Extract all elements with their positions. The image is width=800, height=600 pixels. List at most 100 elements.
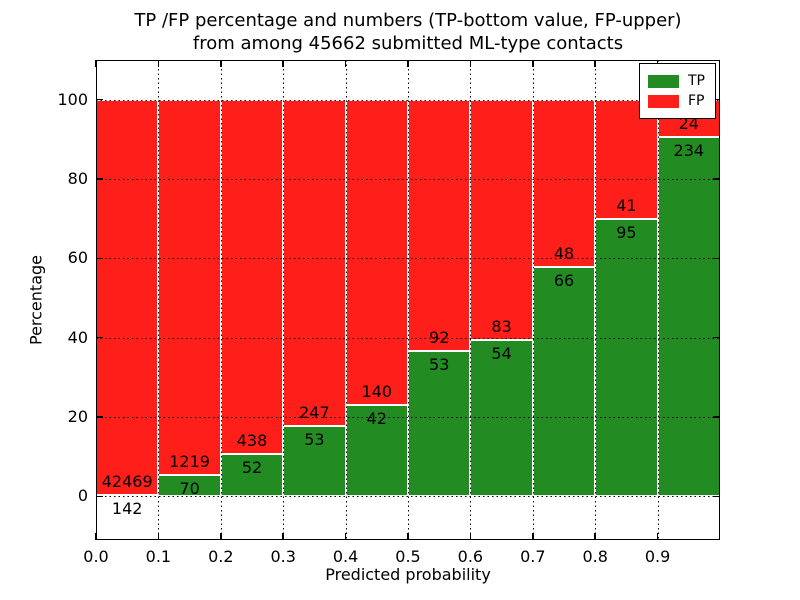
x-tick-label: 0.5	[395, 547, 421, 566]
x-tick-label: 0.0	[83, 547, 109, 566]
gridline-h	[96, 258, 720, 260]
chart-title: TP /FP percentage and numbers (TP-bottom…	[134, 10, 682, 55]
tp-count-label: 42	[366, 408, 387, 428]
bar-segment-fp	[283, 99, 346, 427]
x-tick-label: 0.4	[332, 547, 359, 566]
tp-count-label: 70	[179, 478, 200, 498]
gridline-v	[408, 60, 409, 540]
x-tick-mark	[594, 60, 596, 67]
legend-swatch-tp	[648, 74, 679, 88]
x-tick-mark	[220, 60, 222, 67]
gridline-v	[470, 60, 472, 540]
y-tick-label: 60	[67, 248, 88, 268]
tp-count-label: 53	[429, 355, 450, 375]
x-tick-mark	[469, 533, 472, 540]
y-tick-mark	[96, 336, 103, 339]
legend: TP FP	[639, 63, 716, 119]
tp-count-label: 234	[673, 140, 705, 160]
bar-segment-fp	[408, 99, 471, 352]
fp-count-label: 1219	[169, 451, 210, 471]
x-tick-mark	[95, 533, 97, 540]
x-tick-mark	[157, 60, 160, 67]
x-tick-mark	[469, 60, 472, 67]
x-tick-mark	[157, 533, 160, 540]
x-tick-label: 0.2	[208, 547, 234, 566]
y-tick-label: 80	[67, 169, 88, 188]
y-tick-mark	[713, 178, 720, 180]
x-tick-mark	[282, 533, 284, 540]
x-tick-label: 0.6	[457, 547, 484, 566]
gridline-v	[158, 60, 160, 540]
gridline-h	[96, 417, 720, 419]
bar-segment-fp	[96, 99, 159, 496]
bar-segment-fp	[158, 99, 221, 475]
fp-count-label: 92	[429, 328, 450, 348]
fp-count-label: 83	[491, 317, 512, 336]
fp-count-label: 247	[299, 403, 330, 423]
bar-segment-tp	[532, 266, 596, 497]
y-axis-label: Percentage	[26, 254, 46, 346]
y-tick-mark	[96, 98, 103, 101]
y-tick-mark	[713, 495, 720, 498]
gridline-h	[96, 337, 720, 339]
bar-segment-tp	[220, 454, 284, 497]
tp-count-label: 54	[491, 344, 512, 363]
y-tick-label: 40	[67, 327, 88, 347]
bar-segment-fp	[532, 99, 596, 267]
bar-segment-tp	[470, 340, 533, 497]
x-tick-mark	[656, 533, 659, 540]
y-tick-mark	[713, 257, 720, 260]
x-tick-mark	[407, 533, 409, 540]
x-tick-label: 0.9	[644, 547, 671, 566]
gridline-v	[283, 60, 285, 540]
gridline-v	[532, 60, 534, 540]
x-tick-mark	[344, 60, 347, 67]
y-tick-mark	[96, 416, 103, 418]
tp-count-label: 142	[111, 499, 143, 519]
x-tick-label: 0.8	[582, 547, 608, 566]
y-tick-mark	[96, 178, 103, 180]
tp-count-label: 66	[553, 270, 575, 290]
x-tick-mark	[95, 60, 97, 67]
gridline-h	[96, 496, 720, 498]
y-tick-label: 0	[77, 486, 88, 506]
bar-segment-fp	[220, 99, 284, 455]
x-tick-label: 0.3	[270, 547, 296, 566]
gridline-v	[657, 60, 659, 540]
fp-count-label: 42469	[101, 472, 153, 492]
legend-item-tp: TP	[648, 73, 705, 89]
bar-segment-tp	[595, 219, 658, 497]
y-tick-mark	[96, 257, 103, 260]
gridline-v	[345, 60, 347, 540]
tp-count-label: 52	[241, 458, 263, 478]
tp-count-label: 53	[304, 430, 325, 450]
x-tick-mark	[344, 533, 347, 540]
gridline-h	[96, 99, 720, 101]
bar-segment-tp	[657, 136, 720, 497]
x-tick-mark	[532, 533, 534, 540]
plot-area: TP /FP percentage and numbers (TP-bottom…	[27, 10, 720, 584]
bar-segment-tp	[283, 426, 346, 497]
x-tick-label: 0.7	[520, 547, 546, 566]
y-tick-mark	[96, 495, 103, 498]
gridline-v	[595, 60, 597, 540]
fp-count-label: 48	[553, 243, 575, 263]
y-tick-mark	[713, 98, 720, 101]
x-tick-mark	[407, 60, 409, 67]
fp-count-label: 140	[361, 381, 393, 401]
bar-segment-fp	[470, 99, 533, 340]
bar-segment-tp	[345, 404, 408, 497]
x-axis-label: Predicted probability	[325, 565, 491, 584]
y-tick-mark	[713, 416, 720, 418]
y-tick-mark	[713, 336, 720, 339]
x-tick-mark	[220, 533, 222, 540]
x-tick-label: 0.1	[145, 547, 172, 566]
y-tick-label: 100	[57, 89, 88, 109]
legend-label-tp: TP	[688, 73, 705, 89]
fp-count-label: 438	[236, 431, 268, 451]
x-tick-mark	[282, 60, 284, 67]
x-tick-mark	[532, 60, 534, 67]
legend-item-fp: FP	[648, 93, 705, 109]
gridline-v	[220, 60, 222, 540]
